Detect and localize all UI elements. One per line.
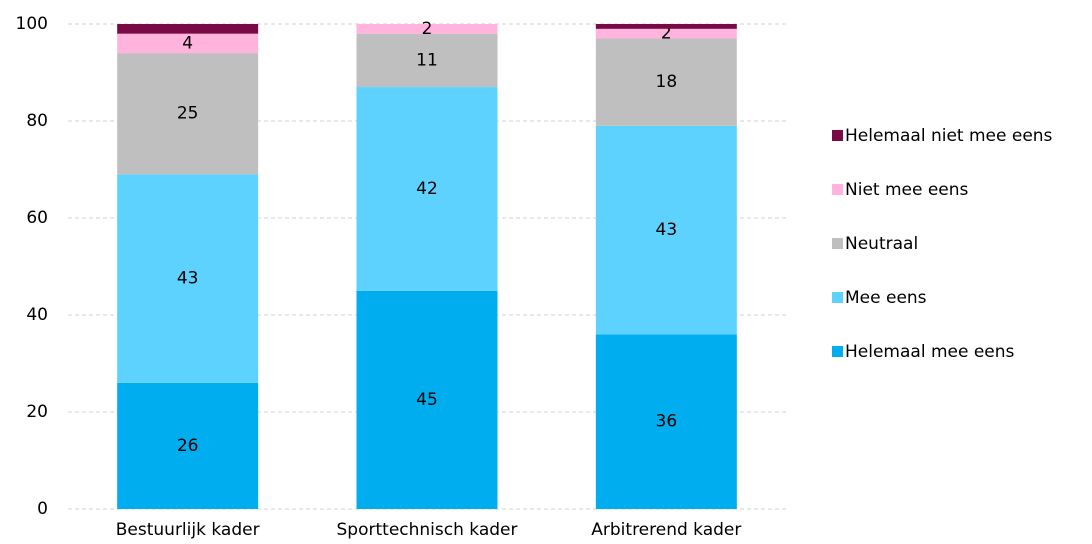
bar-segment (595, 334, 737, 509)
bar-segment (595, 24, 737, 29)
bar-segment (117, 53, 259, 175)
bar-segment (117, 33, 259, 54)
data-label: 42 (416, 179, 438, 199)
bar-segment (117, 24, 259, 34)
bar-segment (356, 33, 498, 88)
legend-swatch (832, 238, 843, 249)
data-label: 2 (661, 24, 672, 44)
x-tick-label: Sporttechnisch kader (337, 520, 518, 540)
legend-label: Neutraal (845, 234, 918, 254)
data-label: 36 (656, 412, 678, 432)
legend-label: Helemaal niet mee eens (845, 126, 1053, 146)
data-label: 4 (182, 33, 193, 53)
bar-segment (595, 38, 737, 126)
legend-swatch (832, 130, 843, 141)
bar-segment (356, 87, 498, 291)
bar-segment (356, 290, 498, 509)
legend-label: Mee eens (845, 288, 927, 308)
y-tick-label: 60 (26, 208, 48, 228)
data-label: 11 (416, 50, 438, 70)
legend-label: Helemaal mee eens (845, 342, 1015, 362)
y-tick-label: 0 (37, 499, 48, 519)
data-label: 18 (656, 72, 678, 92)
data-label: 45 (416, 390, 438, 410)
data-label: 26 (177, 436, 199, 456)
data-label: 43 (656, 220, 678, 240)
legend-swatch (832, 184, 843, 195)
y-tick-label: 40 (26, 305, 48, 325)
bar-segment (117, 382, 259, 509)
data-label: 43 (177, 269, 199, 289)
x-tick-label: Arbitrerend kader (591, 520, 741, 540)
data-label: 2 (422, 19, 433, 39)
legend-label: Niet mee eens (845, 180, 969, 200)
bar-segment (117, 174, 259, 383)
y-tick-label: 20 (26, 402, 48, 422)
x-tick-label: Bestuurlijk kader (116, 520, 260, 540)
bar-segment (595, 28, 737, 39)
bar-segment (356, 24, 498, 34)
data-label: 25 (177, 104, 199, 124)
y-tick-label: 100 (16, 14, 48, 34)
legend-swatch (832, 346, 843, 357)
bar-segment (595, 125, 737, 335)
legend-swatch (832, 292, 843, 303)
y-tick-label: 80 (26, 111, 48, 131)
